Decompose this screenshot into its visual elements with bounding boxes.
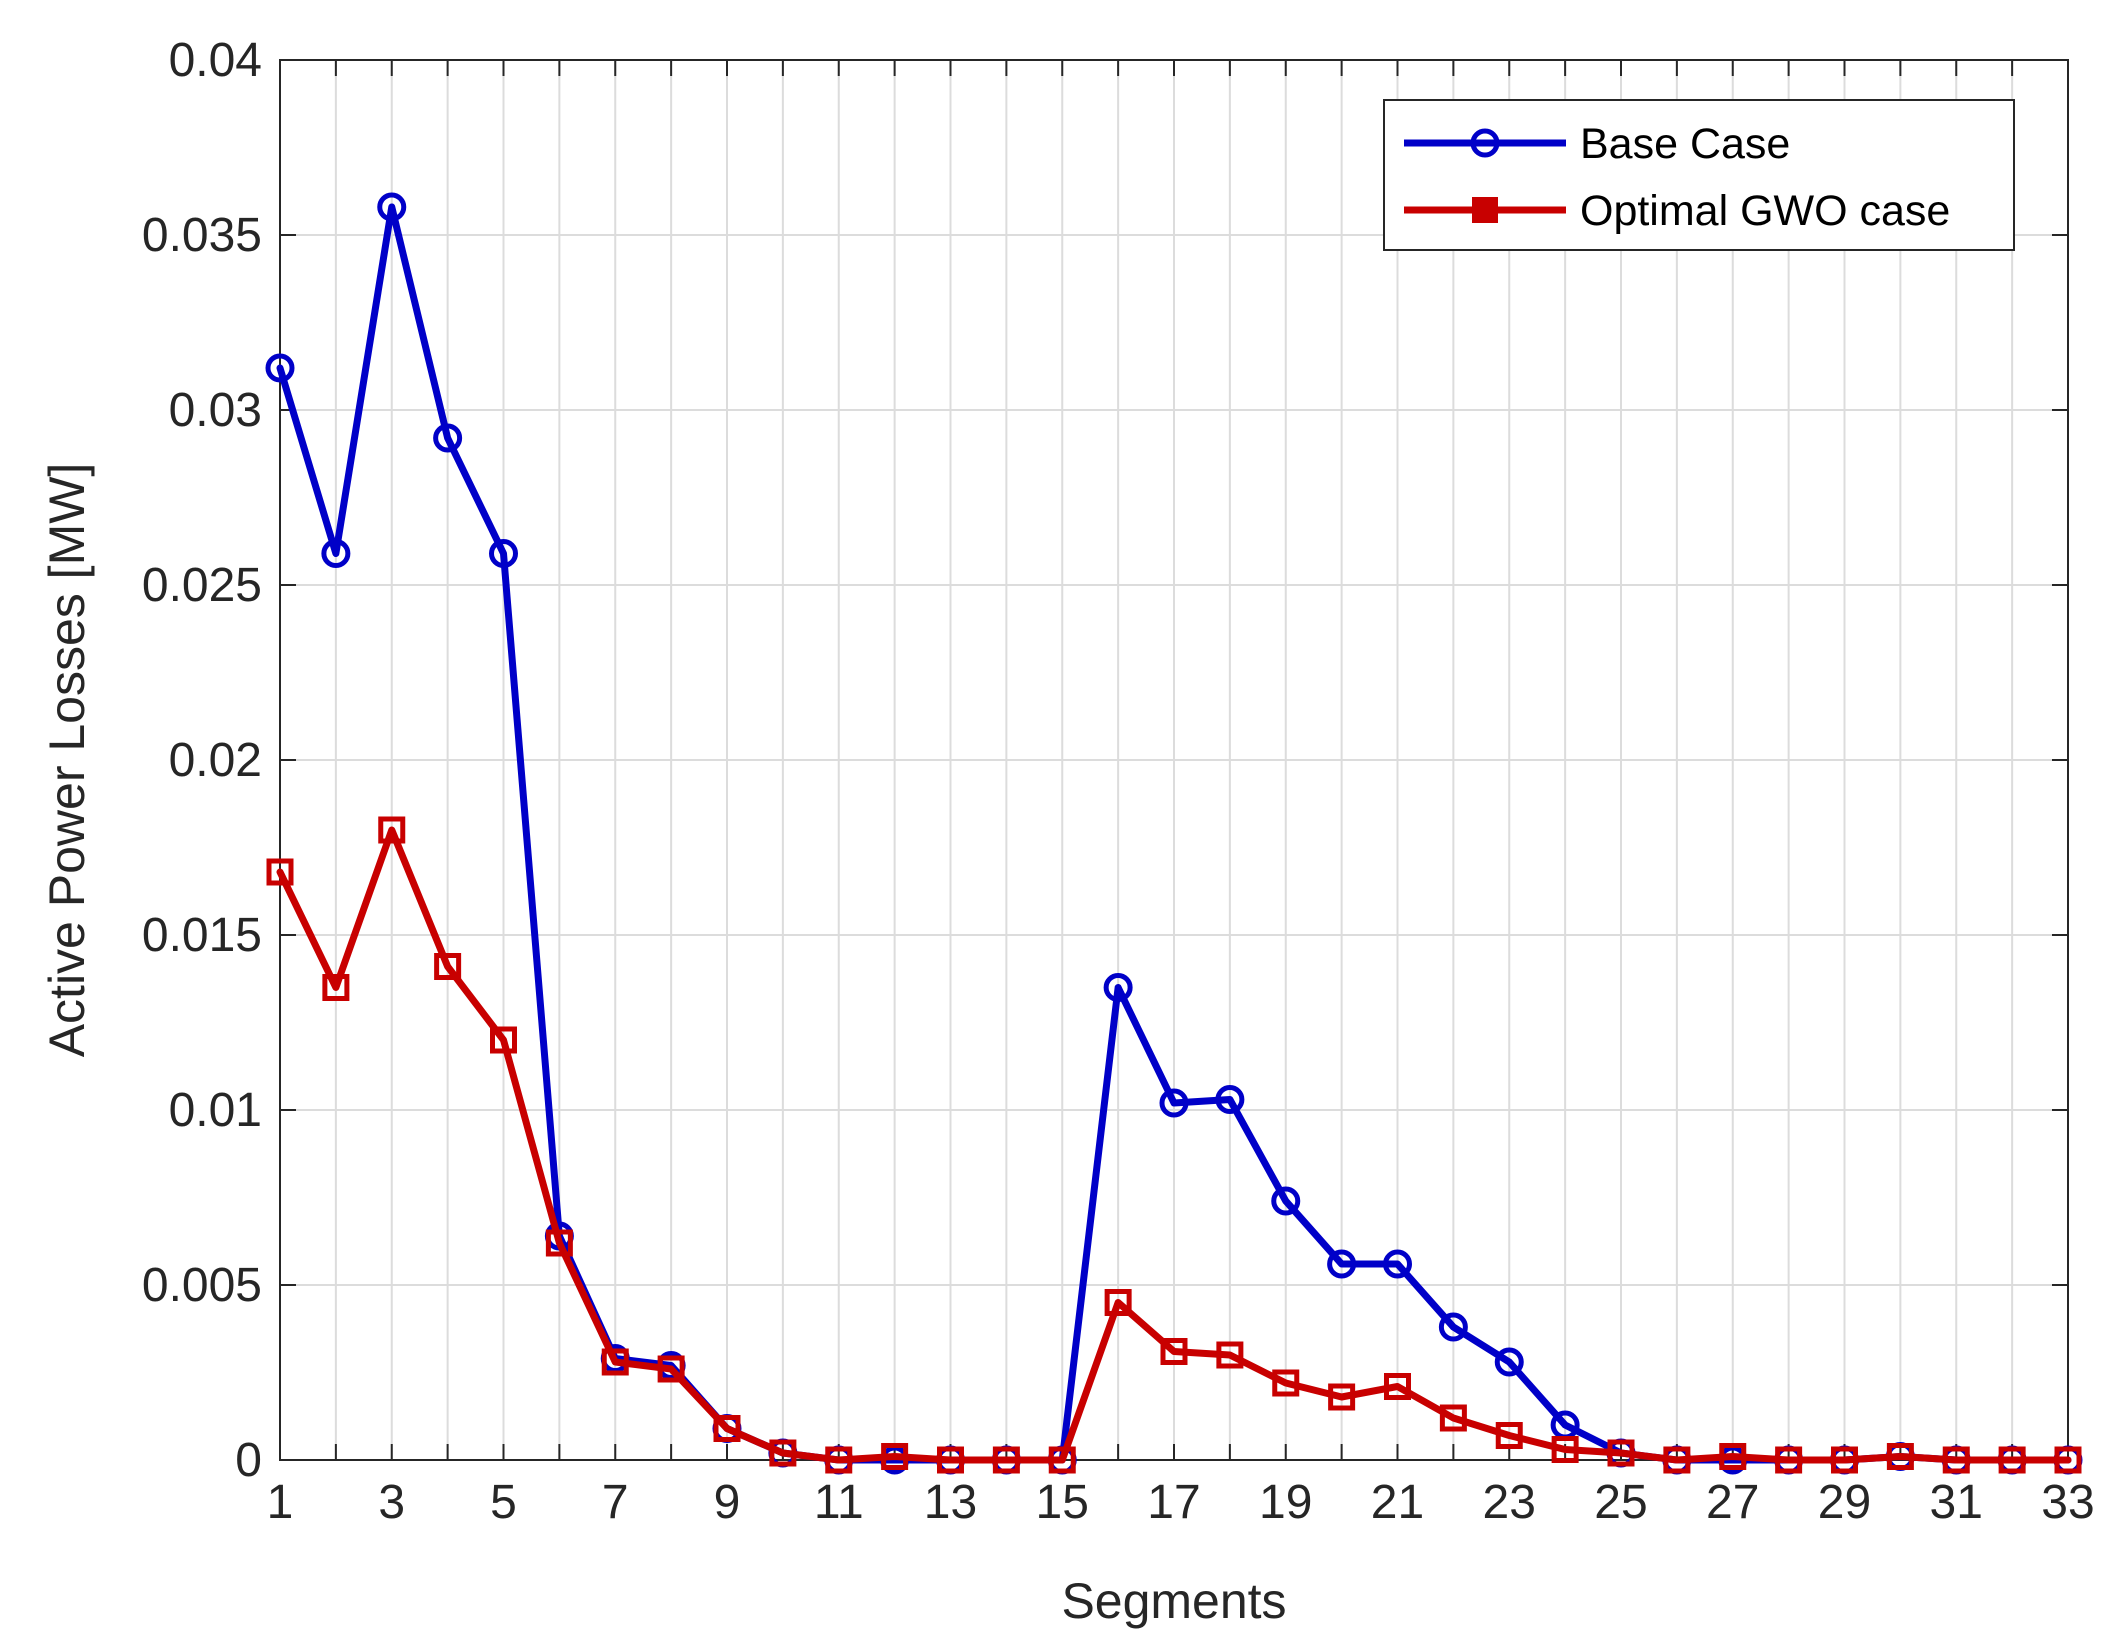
data-point-optimal-gwo-case bbox=[1495, 1422, 1523, 1449]
data-point-base-case bbox=[1271, 1186, 1301, 1216]
legend-box bbox=[1383, 99, 2015, 251]
y-tick-label: 0.03 bbox=[169, 384, 262, 437]
y-tick-label: 0 bbox=[235, 1434, 262, 1487]
data-point-optimal-gwo-case bbox=[713, 1415, 741, 1442]
x-tick-label: 23 bbox=[1483, 1476, 1536, 1529]
data-point-optimal-gwo-case bbox=[434, 953, 462, 980]
data-point-optimal-gwo-case bbox=[1048, 1446, 1076, 1474]
data-point-base-case bbox=[377, 192, 407, 222]
x-tick-label: 1 bbox=[267, 1476, 294, 1529]
data-point-optimal-gwo-case bbox=[1551, 1436, 1579, 1463]
y-tick-label: 0.01 bbox=[169, 1084, 262, 1137]
legend-label-optimal-gwo-case: Optimal GWO case bbox=[1580, 187, 1950, 235]
data-point-optimal-gwo-case bbox=[1886, 1443, 1914, 1470]
x-tick-label: 7 bbox=[602, 1476, 629, 1529]
series-group bbox=[265, 192, 2083, 1475]
data-point-optimal-gwo-case bbox=[1775, 1446, 1803, 1474]
legend-marker-base-case bbox=[1470, 128, 1500, 158]
data-point-optimal-gwo-case bbox=[1160, 1338, 1188, 1365]
data-point-base-case bbox=[1438, 1312, 1468, 1342]
legend: Base Case Optimal GWO case bbox=[1383, 99, 2015, 251]
x-tick-label: 33 bbox=[2041, 1476, 2094, 1529]
x-tick-label: 29 bbox=[1818, 1476, 1871, 1529]
data-point-optimal-gwo-case bbox=[378, 816, 406, 844]
x-tick-label: 21 bbox=[1371, 1476, 1424, 1529]
x-tick-labels: 1 3 5 7 9 11 13 15 17 19 21 23 25 27 29 31 33 bbox=[267, 1476, 2095, 1529]
y-tick-labels: 0 0.005 0.01 0.015 0.02 0.025 0.03 0.035 0.04 bbox=[142, 34, 262, 1487]
x-tick-label: 11 bbox=[814, 1476, 864, 1529]
data-point-optimal-gwo-case bbox=[1439, 1404, 1467, 1432]
data-point-optimal-gwo-case bbox=[490, 1026, 517, 1054]
data-point-optimal-gwo-case bbox=[769, 1439, 797, 1467]
data-point-base-case bbox=[1383, 1249, 1412, 1279]
data-point-optimal-gwo-case bbox=[1719, 1443, 1747, 1470]
data-point-base-case bbox=[489, 539, 518, 568]
data-point-optimal-gwo-case bbox=[1663, 1446, 1691, 1474]
series-line-optimal-gwo-case bbox=[276, 826, 2072, 1464]
x-tick-label: 9 bbox=[714, 1476, 741, 1529]
data-point-optimal-gwo-case bbox=[1942, 1446, 1970, 1474]
data-point-base-case bbox=[265, 353, 295, 383]
data-point-optimal-gwo-case bbox=[1272, 1369, 1300, 1397]
x-tick-label: 27 bbox=[1706, 1476, 1759, 1529]
x-tick-label: 25 bbox=[1594, 1476, 1647, 1529]
data-point-optimal-gwo-case bbox=[881, 1443, 909, 1470]
data-point-optimal-gwo-case bbox=[992, 1446, 1020, 1474]
data-point-optimal-gwo-case bbox=[266, 858, 294, 886]
data-point-optimal-gwo-case bbox=[1328, 1383, 1356, 1411]
y-tick-label: 0.005 bbox=[142, 1259, 262, 1312]
x-tick-label: 15 bbox=[1036, 1476, 1089, 1529]
x-tick-label: 31 bbox=[1930, 1476, 1983, 1529]
x-tick-label: 13 bbox=[924, 1476, 977, 1529]
data-point-base-case bbox=[1327, 1249, 1357, 1279]
x-axis-label: Segments bbox=[1061, 1573, 1286, 1629]
data-point-optimal-gwo-case bbox=[1384, 1373, 1411, 1400]
data-point-base-case bbox=[1215, 1085, 1245, 1114]
y-tick-label: 0.025 bbox=[142, 559, 262, 612]
y-tick-label: 0.02 bbox=[169, 734, 262, 787]
data-point-base-case bbox=[1159, 1088, 1189, 1118]
data-point-optimal-gwo-case bbox=[1607, 1439, 1635, 1467]
data-point-base-case bbox=[1494, 1347, 1524, 1377]
data-point-base-case bbox=[433, 423, 463, 453]
data-point-base-case bbox=[1103, 973, 1133, 1002]
legend-label-base-case: Base Case bbox=[1580, 120, 1790, 168]
data-point-optimal-gwo-case bbox=[601, 1348, 629, 1376]
x-tick-label: 3 bbox=[378, 1476, 405, 1529]
y-tick-label: 0.04 bbox=[169, 34, 262, 87]
x-tick-label: 17 bbox=[1147, 1476, 1200, 1529]
data-point-optimal-gwo-case bbox=[1998, 1446, 2026, 1474]
data-point-optimal-gwo-case bbox=[937, 1446, 964, 1474]
data-point-optimal-gwo-case bbox=[2054, 1446, 2082, 1474]
series-optimal-gwo-case bbox=[266, 816, 2082, 1474]
data-point-optimal-gwo-case bbox=[322, 974, 350, 1001]
y-tick-label: 0.015 bbox=[142, 909, 262, 962]
legend-marker-optimal-gwo-case bbox=[1472, 197, 1498, 223]
y-tick-label: 0.035 bbox=[142, 209, 262, 262]
data-point-optimal-gwo-case bbox=[1104, 1289, 1132, 1316]
data-point-optimal-gwo-case bbox=[1831, 1446, 1858, 1474]
x-tick-label: 19 bbox=[1259, 1476, 1312, 1529]
data-point-base-case bbox=[321, 539, 351, 568]
y-axis-label: Active Power Losses [MW] bbox=[39, 463, 95, 1058]
data-point-optimal-gwo-case bbox=[657, 1355, 685, 1383]
x-tick-label: 5 bbox=[490, 1476, 517, 1529]
data-point-optimal-gwo-case bbox=[1216, 1341, 1244, 1369]
data-point-optimal-gwo-case bbox=[545, 1229, 573, 1257]
data-point-optimal-gwo-case bbox=[825, 1446, 853, 1474]
